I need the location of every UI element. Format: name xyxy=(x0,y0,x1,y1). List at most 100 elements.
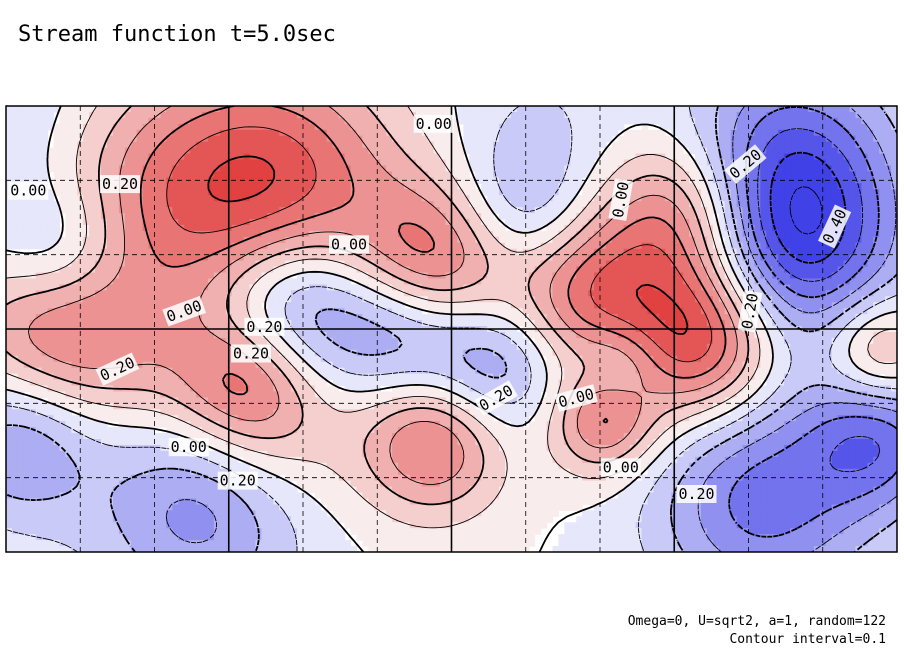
field-cell xyxy=(35,207,43,214)
field-cell xyxy=(837,201,845,208)
field-cell xyxy=(469,272,476,280)
field-cell xyxy=(522,189,530,196)
field-cell xyxy=(457,171,464,178)
field-cell xyxy=(219,117,227,125)
field-cell xyxy=(23,171,31,178)
field-cell xyxy=(837,147,845,155)
field-cell xyxy=(101,165,108,173)
field-cell xyxy=(249,207,257,214)
field-cell xyxy=(659,207,666,214)
field-cell xyxy=(255,266,263,274)
field-cell xyxy=(445,242,453,250)
field-cell xyxy=(172,165,179,173)
field-cell xyxy=(528,201,536,208)
field-cell xyxy=(148,165,156,173)
field-cell xyxy=(564,254,571,262)
field-cell xyxy=(748,189,756,196)
field-cell xyxy=(760,141,767,149)
field-cell xyxy=(178,165,185,173)
field-cell xyxy=(475,254,482,262)
field-cell xyxy=(23,123,31,131)
field-cell xyxy=(279,230,286,238)
field-cell xyxy=(398,177,405,184)
field-cell xyxy=(267,207,274,214)
field-cell xyxy=(534,189,542,196)
field-cell xyxy=(219,218,227,226)
field-cell xyxy=(6,254,13,262)
field-cell xyxy=(53,183,61,190)
field-cell xyxy=(421,189,429,196)
field-cell xyxy=(392,123,399,131)
field-cell xyxy=(445,254,453,262)
field-cell xyxy=(279,177,286,184)
field-cell xyxy=(95,189,102,196)
field-cell xyxy=(445,296,453,303)
field-cell xyxy=(273,195,280,202)
field-cell xyxy=(148,135,156,143)
field-cell xyxy=(89,260,96,268)
field-cell xyxy=(320,236,328,244)
field-cell xyxy=(320,201,328,208)
field-cell xyxy=(83,111,90,119)
field-cell xyxy=(112,129,120,137)
field-cell xyxy=(629,236,637,244)
field-cell xyxy=(712,201,720,208)
field-cell xyxy=(796,147,803,155)
field-cell xyxy=(213,278,221,285)
field-cell xyxy=(600,123,607,131)
field-cell xyxy=(629,296,637,303)
field-cell xyxy=(106,117,114,125)
field-cell xyxy=(516,195,524,202)
field-cell xyxy=(629,248,637,256)
field-cell xyxy=(849,141,857,149)
field-cell xyxy=(59,147,66,155)
field-cell xyxy=(885,218,892,226)
field-cell xyxy=(71,272,78,280)
field-cell xyxy=(605,129,613,137)
field-cell xyxy=(148,111,156,119)
field-cell xyxy=(885,230,892,238)
field-cell xyxy=(576,153,583,161)
field-cell xyxy=(659,159,666,167)
field-cell xyxy=(362,207,369,214)
field-cell xyxy=(338,260,346,268)
field-cell xyxy=(356,183,363,190)
field-cell xyxy=(273,284,280,291)
field-cell xyxy=(106,123,114,131)
field-cell xyxy=(689,123,696,131)
field-cell xyxy=(160,183,167,190)
field-cell xyxy=(885,254,892,262)
field-cell xyxy=(718,224,726,232)
field-cell xyxy=(807,165,815,173)
field-cell xyxy=(59,183,66,190)
field-cell xyxy=(261,177,268,184)
field-cell xyxy=(160,248,167,256)
field-cell xyxy=(196,165,203,173)
field-cell xyxy=(665,159,672,167)
field-cell xyxy=(350,129,358,137)
field-cell xyxy=(314,218,322,226)
field-cell xyxy=(17,236,25,244)
field-cell xyxy=(23,159,31,167)
field-cell xyxy=(885,141,892,149)
field-cell xyxy=(427,183,435,190)
field-cell xyxy=(504,248,512,256)
field-cell xyxy=(493,272,500,280)
field-cell xyxy=(303,266,310,274)
field-cell xyxy=(261,260,268,268)
field-cell xyxy=(297,147,304,155)
field-cell xyxy=(338,159,346,167)
field-cell xyxy=(451,165,459,173)
field-cell xyxy=(35,302,43,309)
field-cell xyxy=(154,296,162,303)
field-cell xyxy=(558,272,565,280)
field-cell xyxy=(772,117,779,125)
field-cell xyxy=(528,189,536,196)
field-cell xyxy=(11,302,19,309)
field-cell xyxy=(867,111,874,119)
field-cell xyxy=(546,213,554,220)
field-cell xyxy=(623,117,631,125)
field-cell xyxy=(23,302,31,309)
field-cell xyxy=(142,147,150,155)
field-cell xyxy=(291,296,298,303)
